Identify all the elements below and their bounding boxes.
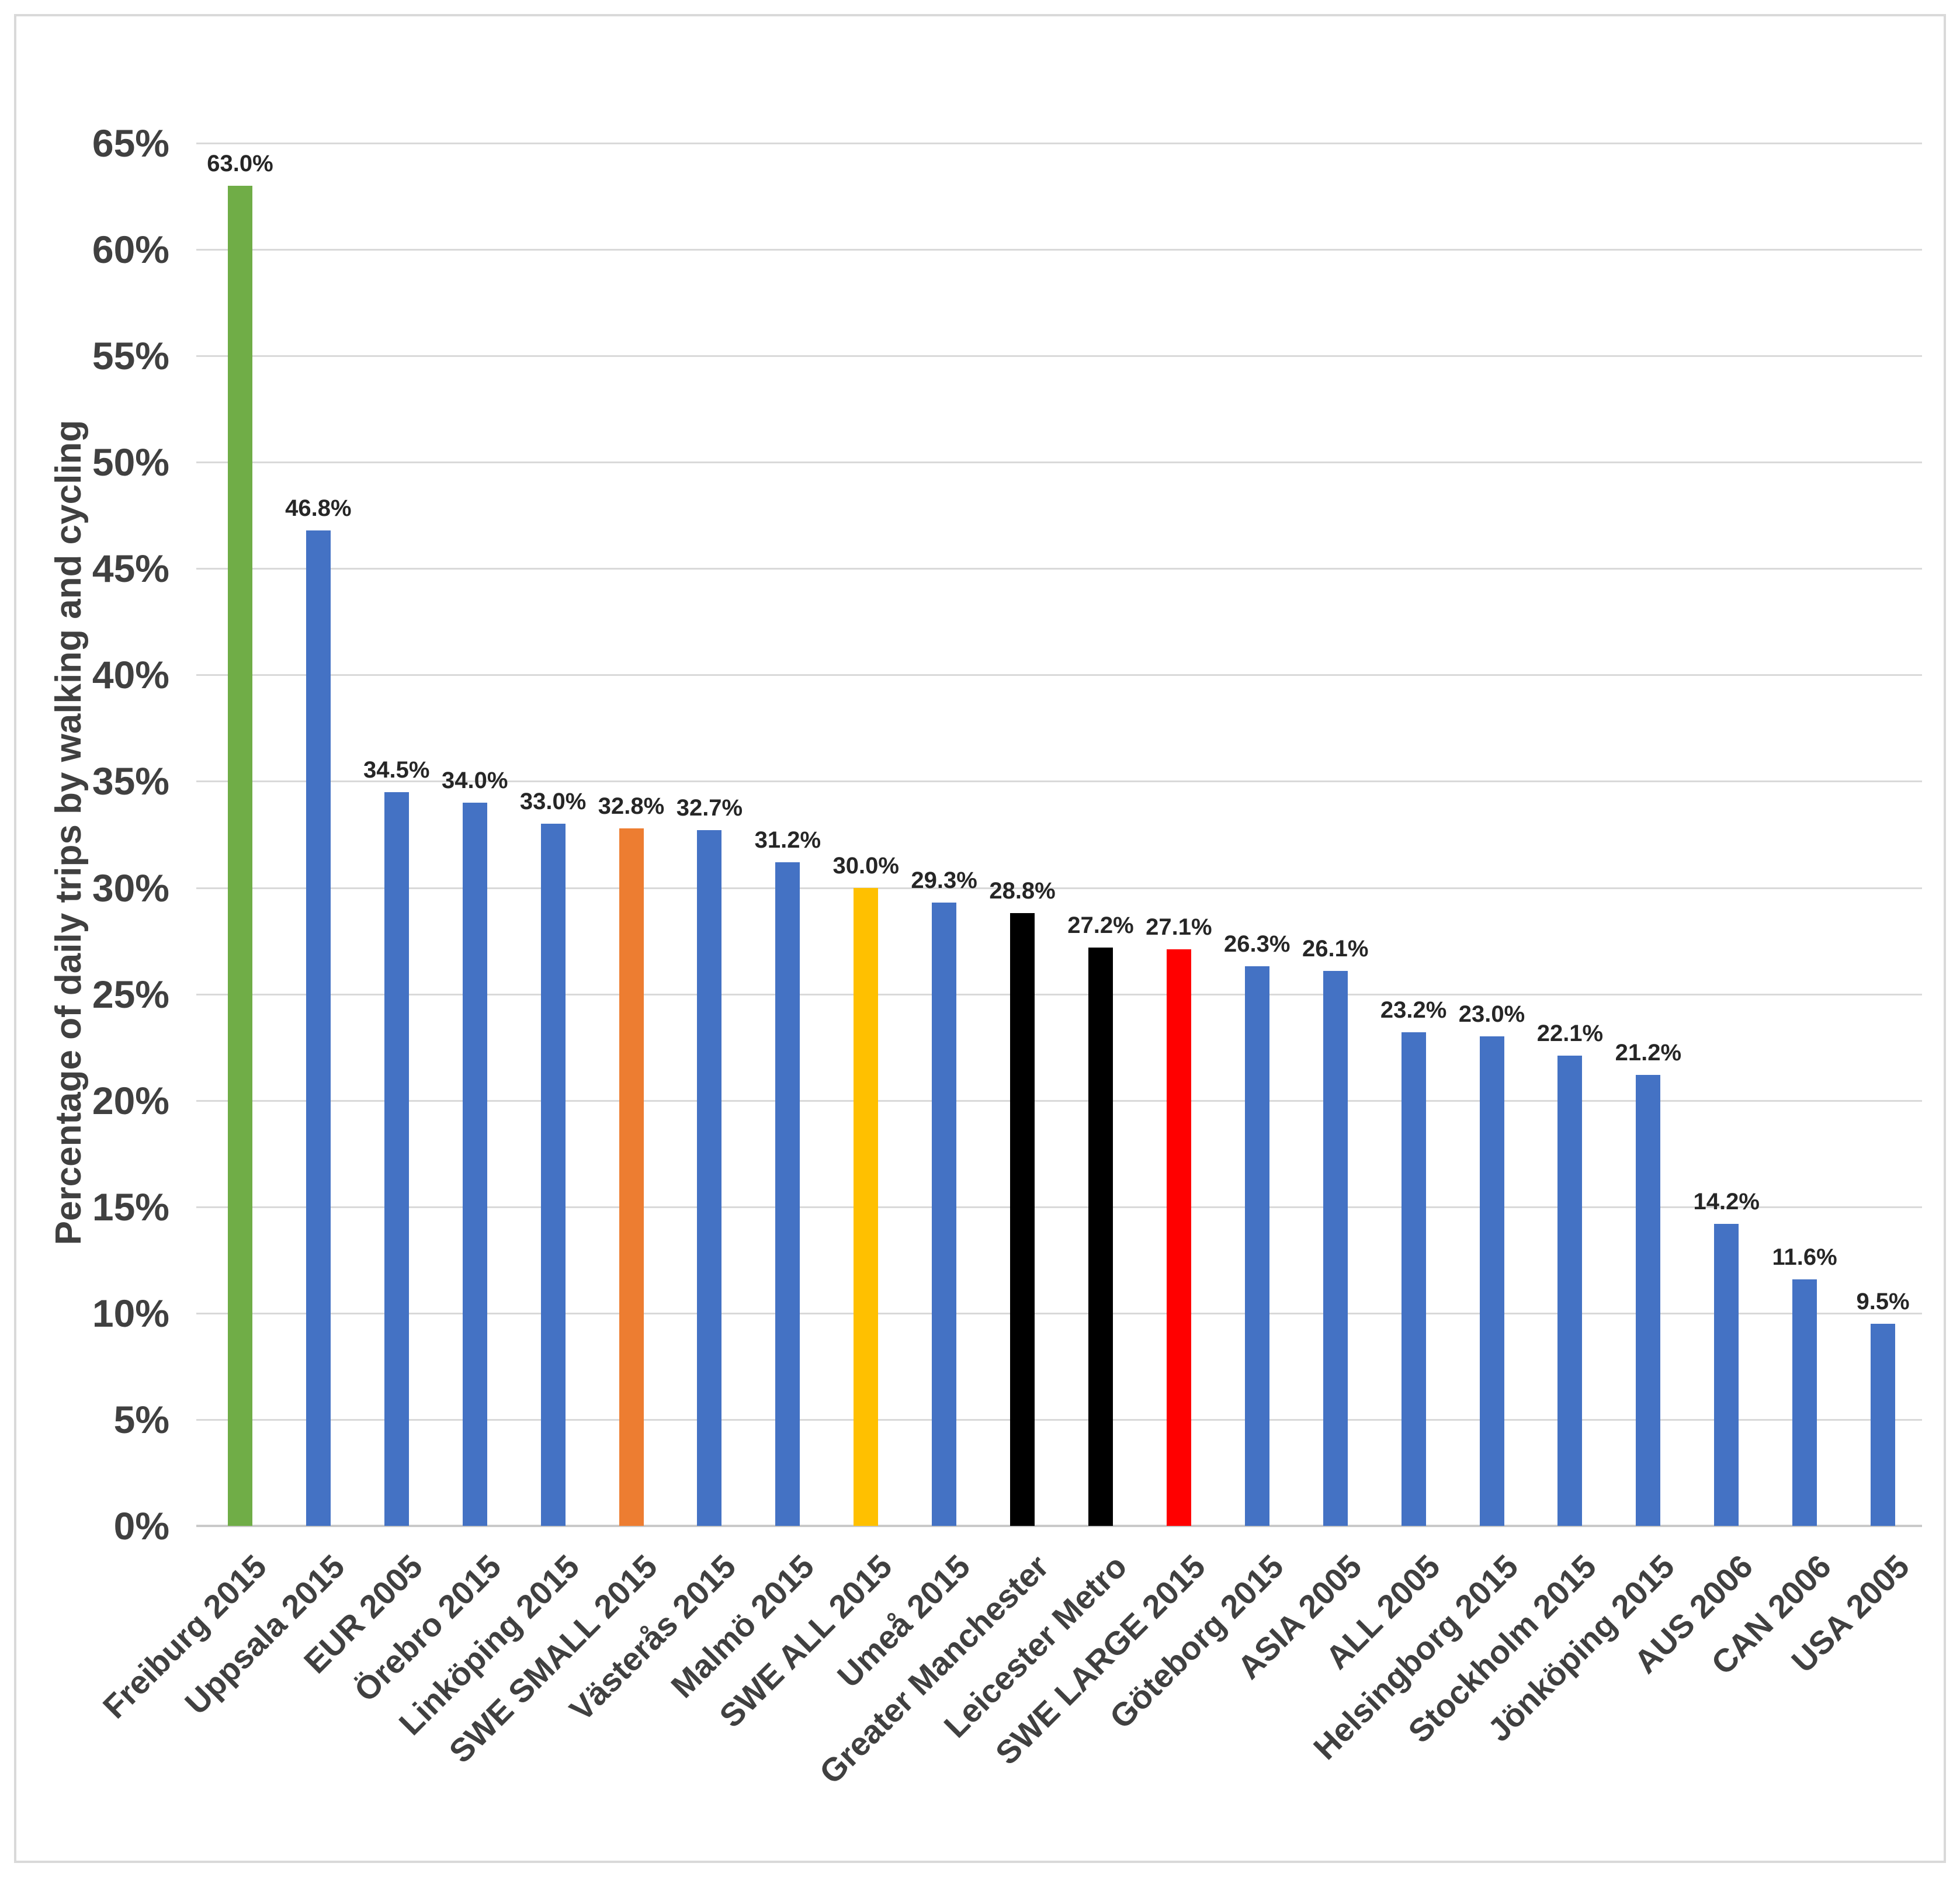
bar-value-label: 11.6% (1772, 1244, 1837, 1270)
bar-value-label: 34.5% (363, 757, 430, 783)
bar-value-label: 32.8% (598, 793, 665, 819)
bar (854, 887, 879, 1526)
bar-value-label: 30.0% (832, 852, 899, 879)
gridline (196, 674, 1922, 676)
bar (1871, 1324, 1896, 1526)
bar-value-label: 29.3% (911, 868, 977, 894)
y-axis-tick-label: 55% (92, 334, 169, 378)
gridline (196, 1206, 1922, 1208)
y-axis-tick-label: 5% (113, 1397, 169, 1441)
bar-value-label: 46.8% (285, 495, 352, 521)
plot-area: 63.0% 46.8% 34.5% 34.0% 33.0% 32.8% 32.7% 31.2%… (196, 143, 1922, 1527)
bar-value-label: 32.7% (676, 795, 743, 821)
bar-value-label: 26.3% (1224, 931, 1291, 957)
bar (1714, 1223, 1739, 1526)
bar (1010, 913, 1035, 1526)
bar (462, 802, 487, 1526)
gridline (196, 780, 1922, 783)
bar (932, 903, 957, 1526)
bar-value-label: 14.2% (1693, 1188, 1760, 1215)
gridline (196, 568, 1922, 570)
y-axis-tick-label: 25% (92, 972, 169, 1016)
bar-value-label: 9.5% (1856, 1289, 1910, 1315)
bar-value-label: 27.2% (1067, 912, 1134, 938)
bar (1479, 1036, 1504, 1526)
gridline (196, 1312, 1922, 1314)
y-axis-tick-label: 50% (92, 440, 169, 484)
bar (775, 862, 800, 1526)
y-axis-tick-label: 35% (92, 759, 169, 803)
y-axis-tick-label: 65% (92, 122, 169, 165)
gridline (196, 1418, 1922, 1421)
chart-border (14, 14, 1946, 1863)
gridline (196, 143, 1922, 144)
bar (697, 830, 722, 1526)
bar-value-label: 63.0% (207, 150, 273, 176)
bar-value-label: 31.2% (754, 827, 821, 853)
bar (1792, 1279, 1817, 1526)
bar (306, 530, 331, 1526)
x-axis-line (196, 1525, 1922, 1527)
bar-value-label: 34.0% (441, 767, 508, 793)
gridline (196, 993, 1922, 995)
gridline (196, 887, 1922, 889)
bar (1636, 1075, 1661, 1526)
bar-value-label: 22.1% (1536, 1021, 1604, 1047)
bar (619, 828, 644, 1526)
y-axis-title: Percentage of daily trips by walking and… (48, 419, 89, 1245)
bar-value-label: 27.1% (1146, 914, 1212, 941)
y-axis-tick-label: 10% (92, 1291, 169, 1335)
bar (227, 185, 252, 1526)
bar (1166, 949, 1191, 1526)
gridline (196, 249, 1922, 251)
bar-value-label: 33.0% (519, 789, 587, 815)
bar-value-label: 21.2% (1615, 1040, 1682, 1066)
y-axis-tick-label: 40% (92, 653, 169, 697)
y-axis-tick-label: 60% (92, 228, 169, 272)
bar (1323, 970, 1348, 1526)
gridline (196, 462, 1922, 464)
bar-value-label: 28.8% (989, 878, 1056, 904)
bar-value-label: 23.2% (1380, 997, 1447, 1023)
bar-value-label: 26.1% (1302, 935, 1369, 962)
bar (540, 824, 566, 1526)
bar (1557, 1056, 1583, 1526)
gridline (196, 1099, 1922, 1102)
y-axis-tick-label: 30% (92, 866, 169, 910)
bar (1401, 1032, 1426, 1526)
bar (1088, 947, 1113, 1526)
y-axis-tick-label: 15% (92, 1185, 169, 1229)
bar (384, 792, 409, 1526)
gridline (196, 355, 1922, 358)
y-axis-tick-label: 0% (113, 1504, 169, 1548)
y-axis-tick-label: 20% (92, 1078, 169, 1122)
y-axis-tick-label: 45% (92, 547, 169, 591)
bar-value-label: 23.0% (1458, 1001, 1525, 1028)
bar (1244, 966, 1269, 1526)
